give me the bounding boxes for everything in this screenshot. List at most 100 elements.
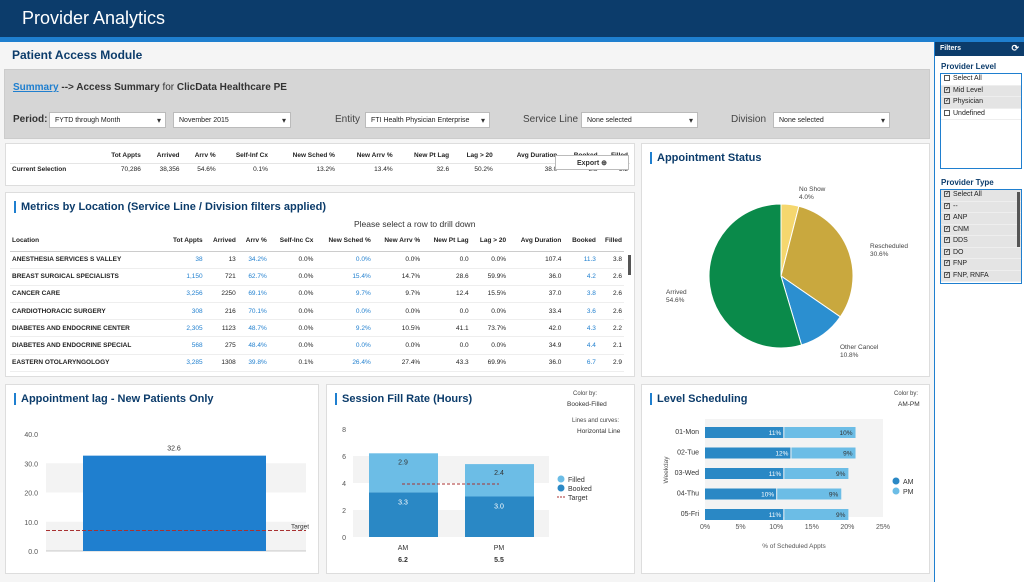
pm-bar[interactable]: [784, 509, 849, 520]
location-cell: 14.7%: [372, 268, 423, 286]
checkbox-empty-icon[interactable]: [944, 109, 950, 116]
pm-bar[interactable]: [777, 488, 842, 500]
pie-slice-arrived[interactable]: [708, 203, 803, 349]
level-color-by-value[interactable]: AM-PM: [898, 401, 920, 408]
breadcrumb-summary-link[interactable]: Summary: [13, 82, 59, 93]
location-header-0[interactable]: Location: [10, 231, 163, 252]
booked-bar[interactable]: [465, 496, 534, 538]
location-cell: 28.6: [422, 268, 471, 286]
pm-bar[interactable]: [784, 427, 856, 438]
pm-bar[interactable]: [784, 468, 849, 479]
checkbox-checked-icon[interactable]: ✓: [944, 237, 951, 244]
pm-bar[interactable]: [791, 447, 856, 459]
location-row[interactable]: DIABETES AND ENDOCRINE CENTER 2,305 1123 48…: [10, 319, 624, 338]
filter-option[interactable]: ✓ Mid Level: [941, 85, 1021, 97]
location-cell: 10.5%: [372, 319, 423, 338]
am-value-label: 11%: [769, 430, 782, 437]
checkbox-checked-icon[interactable]: ✓: [944, 214, 951, 221]
location-row[interactable]: DIABETES AND ENDOCRINE SPECIAL 568 275 48.4…: [10, 336, 624, 355]
location-header-11[interactable]: Filled: [597, 231, 624, 252]
location-header-2[interactable]: Arrived: [204, 231, 238, 252]
checkbox-checked-icon[interactable]: ✓: [944, 260, 951, 267]
summary-cell-4: 0.1%: [217, 162, 270, 176]
lag-bar[interactable]: [83, 455, 266, 551]
am-bar[interactable]: [705, 427, 784, 438]
app-header: Provider Analytics: [0, 0, 1024, 37]
filled-bar[interactable]: [369, 453, 438, 493]
fill-color-by-value[interactable]: Booked-Filled: [567, 401, 607, 408]
y-tick-label: 4: [342, 481, 346, 488]
location-cell: ANESTHESIA SERVICES S VALLEY: [10, 251, 163, 269]
checkbox-checked-icon[interactable]: ✓: [944, 248, 951, 255]
location-cell: 62.7%: [237, 268, 269, 286]
am-bar[interactable]: [705, 447, 791, 459]
pm-value-label: 9%: [829, 492, 839, 499]
am-bar[interactable]: [705, 488, 777, 500]
filter-option[interactable]: ✓ Physician: [941, 97, 1021, 109]
period-select[interactable]: FYTD through Month: [49, 112, 166, 128]
checkbox-checked-icon[interactable]: ✓: [944, 202, 951, 209]
export-button[interactable]: Export ⊕: [555, 155, 629, 170]
location-cell: DIABETES AND ENDOCRINE SPECIAL: [10, 336, 163, 355]
checkbox-checked-icon[interactable]: ✓: [944, 225, 951, 232]
filter-option[interactable]: ✓ FNP, RNFA: [941, 270, 1021, 282]
month-select[interactable]: November 2015: [173, 112, 291, 128]
service-line-select[interactable]: None selected: [581, 112, 698, 128]
filter-option[interactable]: ✓ Select All: [941, 190, 1021, 202]
location-cell: 2.6: [597, 302, 624, 321]
entity-select[interactable]: FTI Health Physician Enterprise: [365, 112, 490, 128]
pie-value-label: 54.6%: [666, 297, 685, 304]
refresh-icon[interactable]: ⟳: [1011, 43, 1019, 53]
location-row[interactable]: ANESTHESIA SERVICES S VALLEY 38 13 34.2% 0.0…: [10, 251, 624, 269]
legend-label: Target: [568, 495, 588, 502]
table-scrollbar[interactable]: [628, 255, 631, 275]
filter-option[interactable]: ✓ DDS: [941, 236, 1021, 248]
fill-lines-value[interactable]: Horizontal Line: [577, 428, 621, 435]
filter-option[interactable]: ✓ --: [941, 201, 1021, 213]
checkbox-checked-icon[interactable]: ✓: [944, 98, 951, 105]
location-cell: 43.3: [422, 354, 471, 372]
location-header-5[interactable]: New Sched %: [315, 231, 373, 252]
location-header-9[interactable]: Avg Duration: [508, 231, 564, 252]
filter-option[interactable]: ✓ FNP: [941, 259, 1021, 271]
checkbox-checked-icon[interactable]: ✓: [944, 86, 951, 93]
location-table: Location Tot Appts Arrived Arrv % Self-Inc C…: [10, 231, 624, 372]
location-header-1[interactable]: Tot Appts: [162, 231, 205, 252]
am-bar[interactable]: [705, 468, 784, 479]
summary-row[interactable]: Current Selection 70,286 38,356 54.6% 0.1% 13…: [10, 162, 630, 176]
am-bar[interactable]: [705, 509, 784, 520]
location-header-10[interactable]: Booked: [563, 231, 598, 252]
location-header-3[interactable]: Arrv %: [237, 231, 269, 252]
location-row[interactable]: CANCER CARE 3,256 2250 69.1% 0.0% 9.7% 9.7% 12.…: [10, 285, 624, 304]
pie-slice-rescheduled[interactable]: [780, 205, 854, 318]
location-row[interactable]: BREAST SURGICAL SPECIALISTS 1,150 721 62.7%…: [10, 268, 624, 286]
x-tick-label: 15%: [805, 524, 819, 531]
location-row[interactable]: EASTERN OTOLARYNGOLOGY 3,285 1308 39.8% 0.1%…: [10, 354, 624, 372]
filter-option[interactable]: Undefined: [941, 109, 1021, 120]
filter-option[interactable]: ✓ ANP: [941, 213, 1021, 225]
filter-option[interactable]: ✓ CNM: [941, 224, 1021, 236]
location-header-8[interactable]: Lag > 20: [470, 231, 509, 252]
checkbox-checked-icon[interactable]: ✓: [944, 271, 951, 278]
filled-bar[interactable]: [465, 464, 534, 497]
location-row[interactable]: CARDIOTHORACIC SURGERY 308 216 70.1% 0.0% 0.0…: [10, 302, 624, 321]
y-category-label: 01-Mon: [675, 429, 699, 436]
provider-type-scrollbar[interactable]: [1017, 192, 1020, 247]
entity-label: Entity: [335, 114, 361, 125]
division-select[interactable]: None selected: [773, 112, 890, 128]
location-cell: 3,285: [162, 354, 205, 372]
location-header-4[interactable]: Self-Inc Cx: [268, 231, 316, 252]
location-cell: 2.2: [597, 319, 624, 338]
checkbox-checked-icon[interactable]: ✓: [944, 191, 951, 198]
booked-bar[interactable]: [369, 492, 438, 537]
summary-panel: Tot Appts Arrived Arrv % Self-Inf Cx New Sch…: [5, 143, 635, 186]
location-cell: 0.0%: [268, 268, 316, 286]
location-cell: 73.7%: [470, 319, 509, 338]
legend-label: PM: [903, 489, 914, 496]
location-header-6[interactable]: New Arrv %: [372, 231, 423, 252]
checkbox-empty-icon[interactable]: [944, 75, 950, 82]
filter-option[interactable]: Select All: [941, 74, 1021, 86]
location-header-7[interactable]: New Pt Lag: [422, 231, 471, 252]
location-cell: 15.5%: [470, 285, 509, 304]
filter-option[interactable]: ✓ DO: [941, 247, 1021, 259]
